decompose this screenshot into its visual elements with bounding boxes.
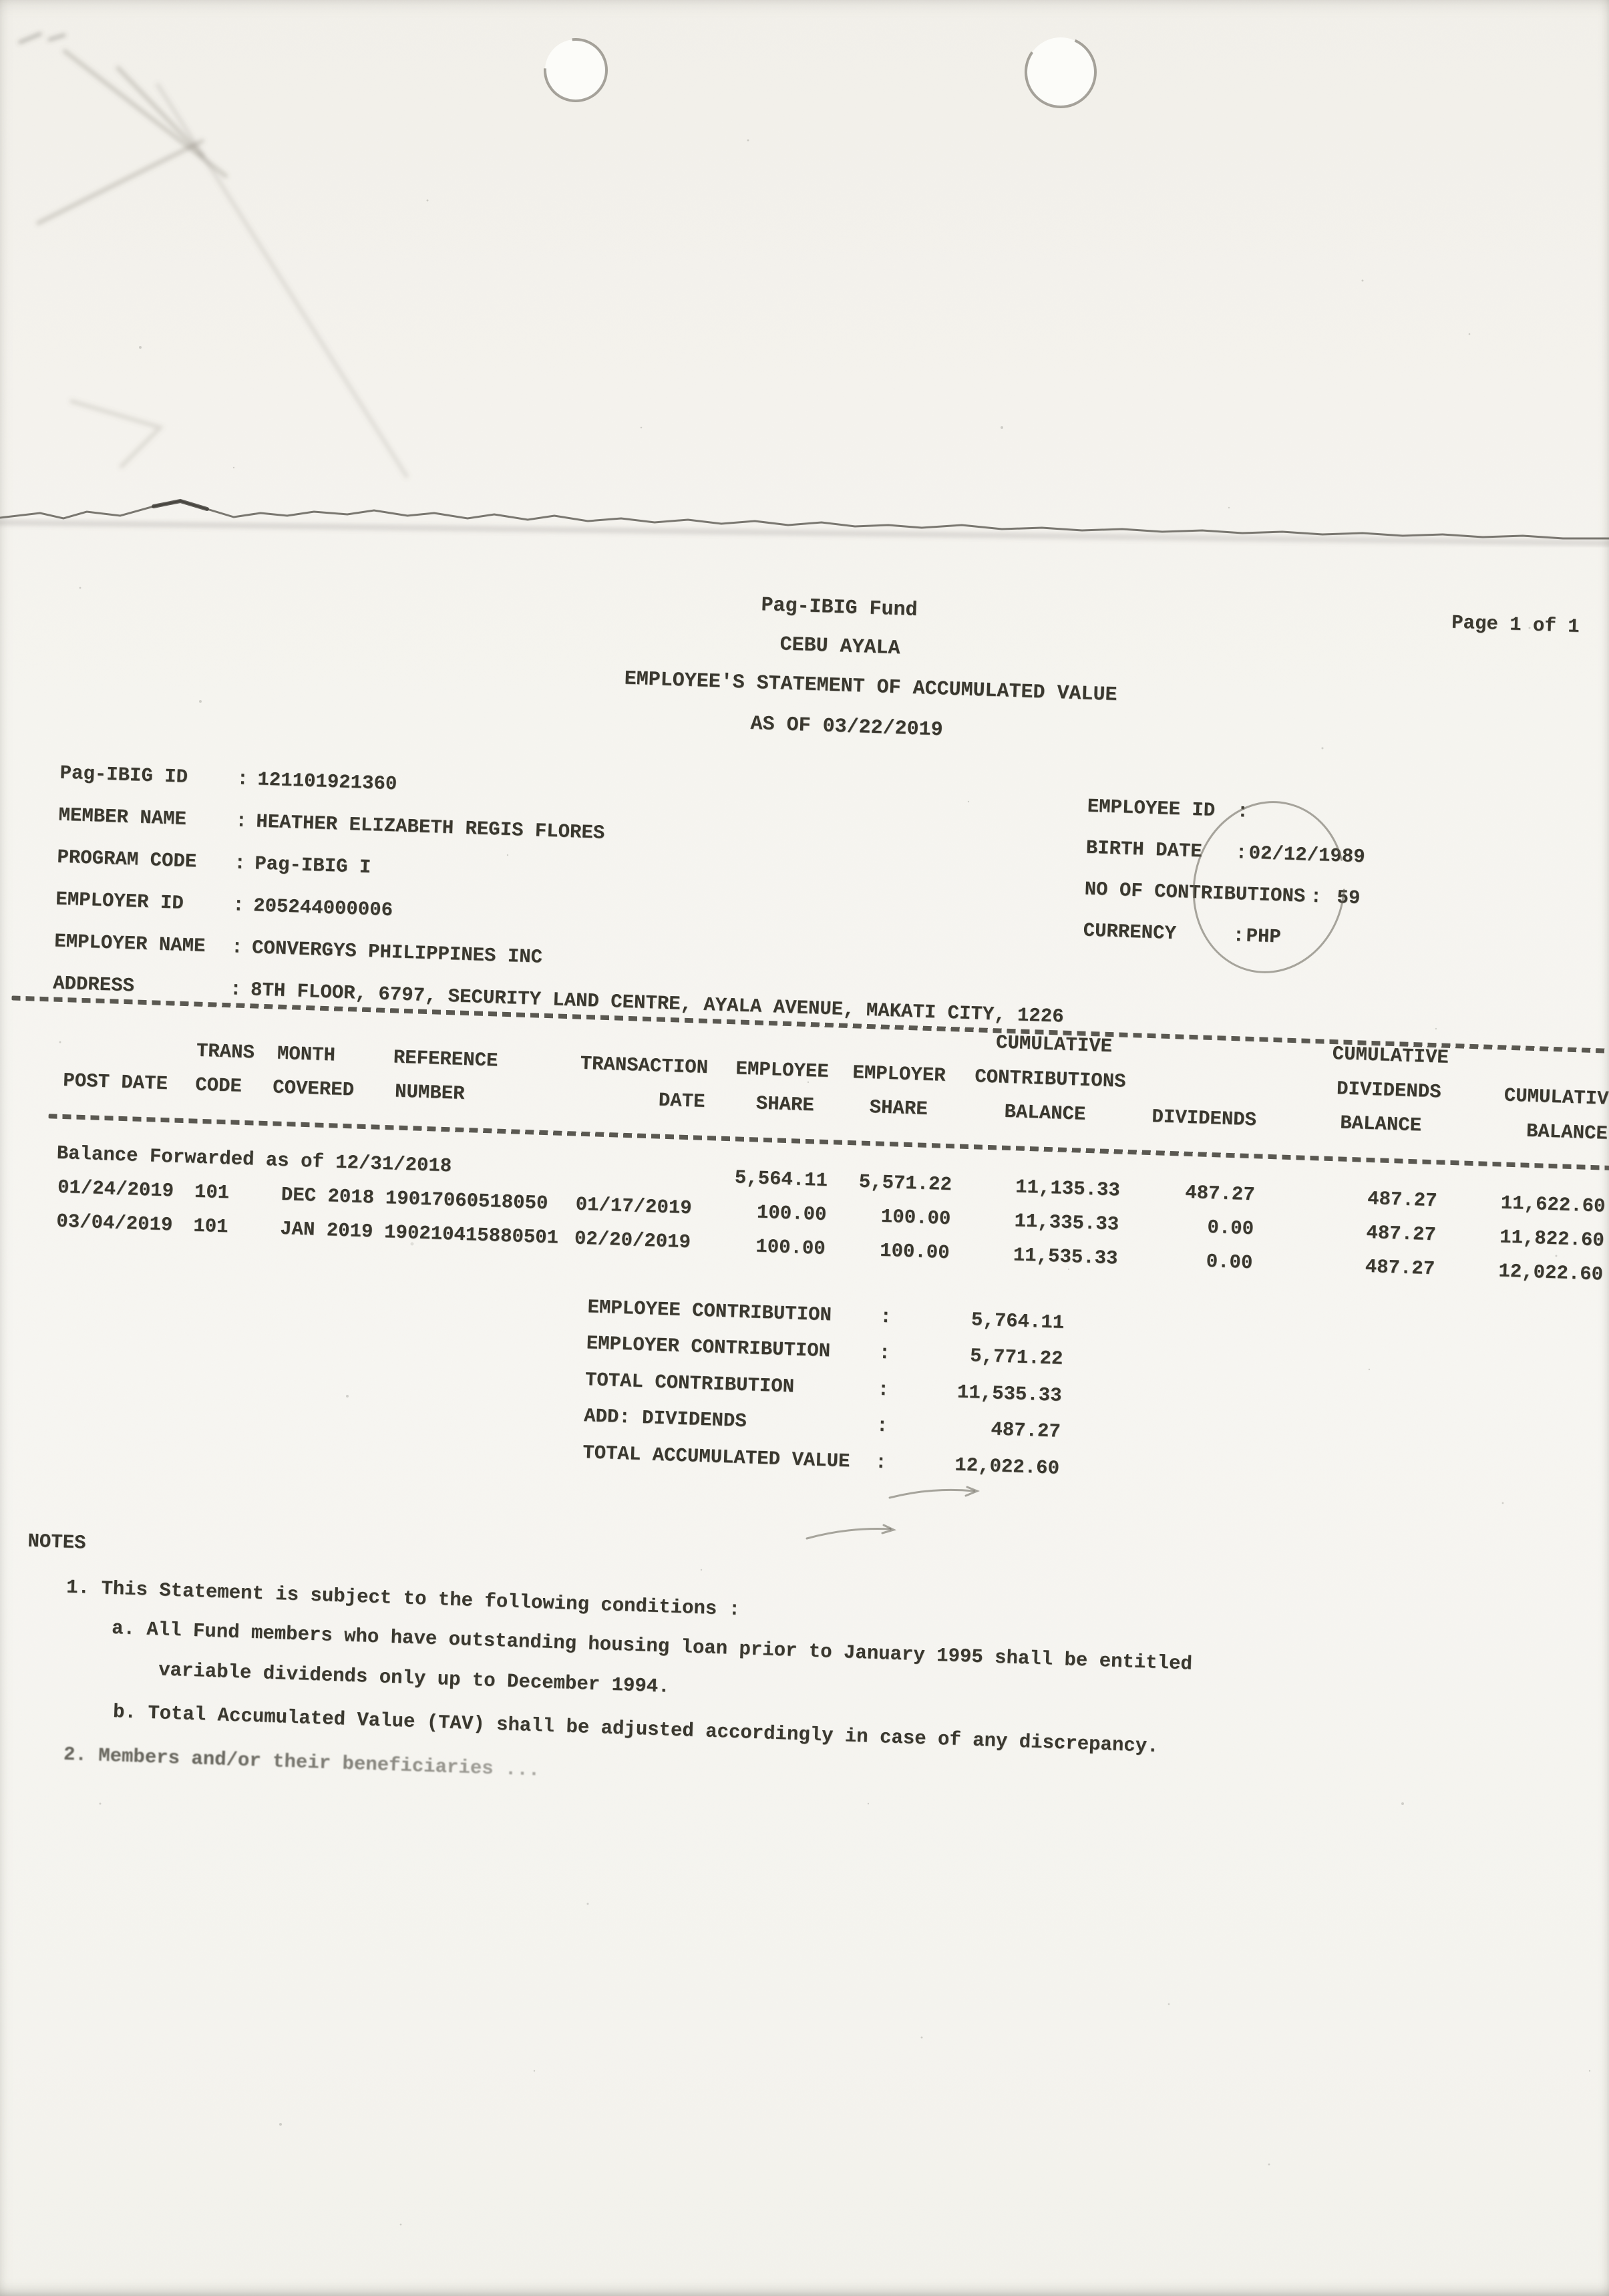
colon: : <box>1232 924 1245 947</box>
col-cum-balance-header: CUMULATIVE <box>1503 1084 1609 1111</box>
address-label: ADDRESS <box>52 972 135 997</box>
colon: : <box>236 768 249 790</box>
employee-id-label: EMPLOYEE ID <box>1087 795 1216 822</box>
colon: : <box>1310 885 1322 909</box>
statement-title: EMPLOYEE'S STATEMENT OF ACCUMULATED VALU… <box>624 667 1118 707</box>
row-month-covered: JAN 2019 <box>279 1217 373 1243</box>
add-dividends-value: 487.27 <box>990 1418 1061 1443</box>
employee-contribution-label: EMPLOYEE CONTRIBUTION <box>587 1296 832 1327</box>
employee-contribution-value: 5,764.11 <box>970 1309 1065 1334</box>
col-cum-contrib-header: CUMULATIVE <box>995 1031 1113 1058</box>
row-trans-code: 101 <box>194 1180 230 1204</box>
col-post-date-header: POST DATE <box>62 1070 168 1096</box>
note-line-faded: 2. Members and/or their beneficiaries ..… <box>63 1743 540 1782</box>
note-line: variable dividends only up to December 1… <box>158 1659 671 1698</box>
row-cum-balance: 11,822.60 <box>1499 1226 1605 1252</box>
col-employer-share-header: EMPLOYER <box>852 1061 946 1087</box>
employer-name-label: EMPLOYER NAME <box>53 930 206 957</box>
col-employee-share-header: SHARE <box>755 1092 815 1117</box>
total-contribution-label: TOTAL CONTRIBUTION <box>584 1369 795 1398</box>
page-number: Page 1 of 1 <box>1451 611 1580 638</box>
contribution-count-label: NO OF CONTRIBUTIONS <box>1084 878 1306 908</box>
notes-heading: NOTES <box>27 1530 87 1554</box>
member-name-label: MEMBER NAME <box>58 804 187 830</box>
member-id-value: 121101921360 <box>256 768 397 796</box>
row-cum-balance: 12,022.60 <box>1497 1260 1604 1286</box>
add-dividends-label: ADD: DIVIDENDS <box>583 1405 747 1433</box>
colon: : <box>232 894 245 917</box>
col-cum-div-header: DIVIDENDS <box>1336 1078 1442 1104</box>
col-reference-header: NUMBER <box>394 1080 466 1105</box>
balance-forwarded-label: Balance Forwarded as of 12/31/2018 <box>56 1142 452 1178</box>
bf-cum-balance: 11,622.60 <box>1500 1192 1606 1218</box>
row-reference-number: 190210415880501 <box>383 1221 559 1249</box>
program-code-value: Pag-IBIG I <box>254 852 371 879</box>
colon: : <box>233 852 246 874</box>
col-month-header: MONTH <box>277 1042 336 1067</box>
col-reference-header: REFERENCE <box>393 1046 498 1072</box>
col-dividends-header: DIVIDENDS <box>1151 1106 1257 1132</box>
program-code-label: PROGRAM CODE <box>56 846 197 873</box>
col-transaction-header: TRANSACTION <box>580 1052 709 1080</box>
row-post-date: 01/24/2019 <box>57 1176 174 1202</box>
branch-name: CEBU AYALA <box>779 633 901 661</box>
note-line: 1. This Statement is subject to the foll… <box>65 1576 741 1621</box>
col-month-header: COVERED <box>272 1076 355 1102</box>
member-name-value: HEATHER ELIZABETH REGIS FLORES <box>255 810 605 844</box>
col-cum-div-header: BALANCE <box>1339 1112 1422 1137</box>
col-trans-header: TRANS <box>196 1039 255 1064</box>
row-reference-number: 19017060518050 <box>385 1187 548 1215</box>
colon: : <box>229 978 242 1001</box>
org-name: Pag-IBIG Fund <box>760 594 918 623</box>
col-employer-share-header: SHARE <box>869 1096 928 1120</box>
colon: : <box>230 936 244 959</box>
total-accumulated-value-label: TOTAL ACCUMULATED VALUE <box>582 1442 850 1473</box>
col-cum-div-header: CUMULATIVE <box>1332 1043 1449 1069</box>
total-accumulated-value-amount: 12,022.60 <box>954 1454 1060 1480</box>
birth-date-value: 02/12/1989 <box>1248 842 1366 868</box>
total-contribution-value: 11,535.33 <box>956 1381 1063 1407</box>
employer-id-label: EMPLOYER ID <box>55 888 184 915</box>
employer-id-value: 205244000006 <box>252 894 393 922</box>
colon: : <box>1235 842 1248 864</box>
colon: : <box>234 810 248 832</box>
employer-name-value: CONVERGYS PHILIPPINES INC <box>251 937 543 969</box>
note-line: b. Total Accumulated Value (TAV) shall b… <box>112 1701 1159 1758</box>
col-cum-contrib-header: BALANCE <box>1004 1100 1086 1126</box>
col-trans-header: CODE <box>194 1074 242 1098</box>
row-month-covered: DEC 2018 <box>281 1183 375 1209</box>
col-cum-contrib-header: CONTRIBUTIONS <box>974 1065 1127 1093</box>
row-post-date: 03/04/2019 <box>55 1210 173 1237</box>
colon: : <box>1236 800 1249 823</box>
employer-contribution-label: EMPLOYER CONTRIBUTION <box>586 1332 831 1363</box>
col-transaction-header: DATE <box>658 1089 706 1113</box>
contribution-count-value: 59 <box>1336 886 1361 910</box>
col-employee-share-header: EMPLOYEE <box>735 1057 830 1084</box>
col-cum-balance-header: BALANCE <box>1526 1120 1608 1145</box>
row-trans-code: 101 <box>192 1214 229 1239</box>
member-id-label: Pag-IBIG ID <box>59 762 188 788</box>
currency-value: PHP <box>1246 925 1282 949</box>
birth-date-label: BIRTH DATE <box>1085 836 1203 863</box>
currency-label: CURRENCY <box>1083 919 1177 945</box>
employer-contribution-value: 5,771.22 <box>969 1345 1063 1370</box>
as-of-date: AS OF 03/22/2019 <box>750 712 944 742</box>
